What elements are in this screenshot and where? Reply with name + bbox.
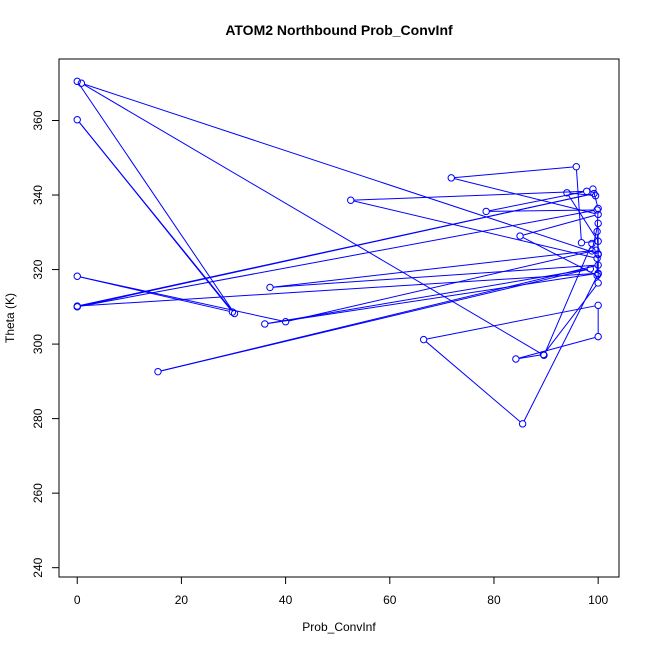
series-segment <box>454 178 596 215</box>
data-point <box>73 272 81 280</box>
y-tick-label: 320 <box>31 259 45 279</box>
data-point <box>594 332 602 341</box>
data-point <box>586 265 595 273</box>
data-point <box>594 250 602 258</box>
data-point <box>77 79 86 87</box>
data-point <box>592 246 600 254</box>
series-segment <box>80 210 595 307</box>
data-point <box>482 207 490 216</box>
x-axis-label: Prob_ConvInf <box>302 620 376 634</box>
data-point <box>281 318 290 326</box>
series-segment <box>522 237 595 275</box>
chart-title: ATOM2 Northbound Prob_ConvInf <box>225 22 453 38</box>
series-segment <box>570 192 593 196</box>
series-segment <box>592 226 598 248</box>
data-point <box>593 206 601 214</box>
data-point <box>73 116 81 124</box>
series-segment <box>267 273 596 324</box>
series-segment <box>288 250 594 322</box>
data-point <box>516 232 524 240</box>
series-segment <box>83 84 542 355</box>
series-segment <box>353 200 595 259</box>
x-tick-label: 80 <box>487 593 501 607</box>
series-segment <box>454 166 574 179</box>
series-segment <box>584 241 596 243</box>
series-segment <box>425 341 521 423</box>
series-layer <box>73 77 602 428</box>
x-tick-label: 0 <box>74 593 81 607</box>
data-point <box>594 301 602 310</box>
data-point <box>540 351 548 359</box>
series-segment <box>80 193 591 307</box>
x-tick-label: 20 <box>175 593 189 607</box>
data-point <box>593 227 601 236</box>
data-point <box>518 420 527 428</box>
data-point <box>347 196 355 204</box>
data-point <box>447 174 455 182</box>
series-segment <box>267 268 588 324</box>
data-point <box>594 279 602 287</box>
data-point <box>572 162 580 171</box>
data-point <box>266 283 274 292</box>
x-tick-label: 40 <box>279 593 293 607</box>
y-tick-label: 260 <box>31 483 45 503</box>
y-tick-label: 340 <box>31 185 45 205</box>
data-point <box>594 237 602 245</box>
series-segment <box>518 336 596 359</box>
data-point <box>588 239 596 248</box>
series-segment <box>353 190 584 201</box>
series-segment <box>80 272 596 307</box>
data-point <box>591 192 600 200</box>
data-point <box>261 320 269 328</box>
series-segment <box>78 83 234 312</box>
series-segment <box>426 305 596 340</box>
series-segment <box>568 195 597 239</box>
data-point <box>594 219 602 228</box>
y-axis-label: Theta (K) <box>3 293 17 343</box>
data-point <box>230 309 239 318</box>
series-segment <box>160 269 588 372</box>
data-point <box>563 189 571 197</box>
data-point <box>73 303 81 311</box>
series-segment <box>544 246 592 353</box>
data-point <box>73 77 81 86</box>
data-point <box>593 254 601 263</box>
y-tick-label: 240 <box>31 557 45 577</box>
y-tick-label: 280 <box>31 408 45 428</box>
y-tick-label: 300 <box>31 334 45 354</box>
data-point <box>593 271 601 280</box>
data-point <box>589 185 597 193</box>
series-segment <box>80 276 283 322</box>
plot-frame <box>58 58 620 578</box>
series-segment <box>545 285 597 353</box>
data-point <box>594 204 602 213</box>
data-point <box>588 247 596 255</box>
data-point <box>583 187 591 195</box>
x-tick-label: 60 <box>383 593 397 607</box>
x-axis: 0 20 40 60 80 100 <box>74 577 608 607</box>
y-tick-label: 360 <box>31 110 45 130</box>
series-segment <box>84 83 596 254</box>
data-point <box>594 270 602 278</box>
series-segment <box>576 169 582 240</box>
series-segment <box>489 209 594 212</box>
x-tick-label: 100 <box>588 593 608 607</box>
data-point <box>590 189 598 198</box>
data-point <box>154 367 162 376</box>
data-point <box>512 355 520 363</box>
series-segment <box>489 191 584 212</box>
series-segment <box>518 354 541 359</box>
y-axis: 240 260 280 300 320 340 360 <box>31 110 59 578</box>
data-point <box>577 239 586 247</box>
data-point <box>419 335 428 344</box>
series-segment <box>273 250 593 288</box>
data-point <box>228 308 237 316</box>
series-segment <box>273 264 596 288</box>
